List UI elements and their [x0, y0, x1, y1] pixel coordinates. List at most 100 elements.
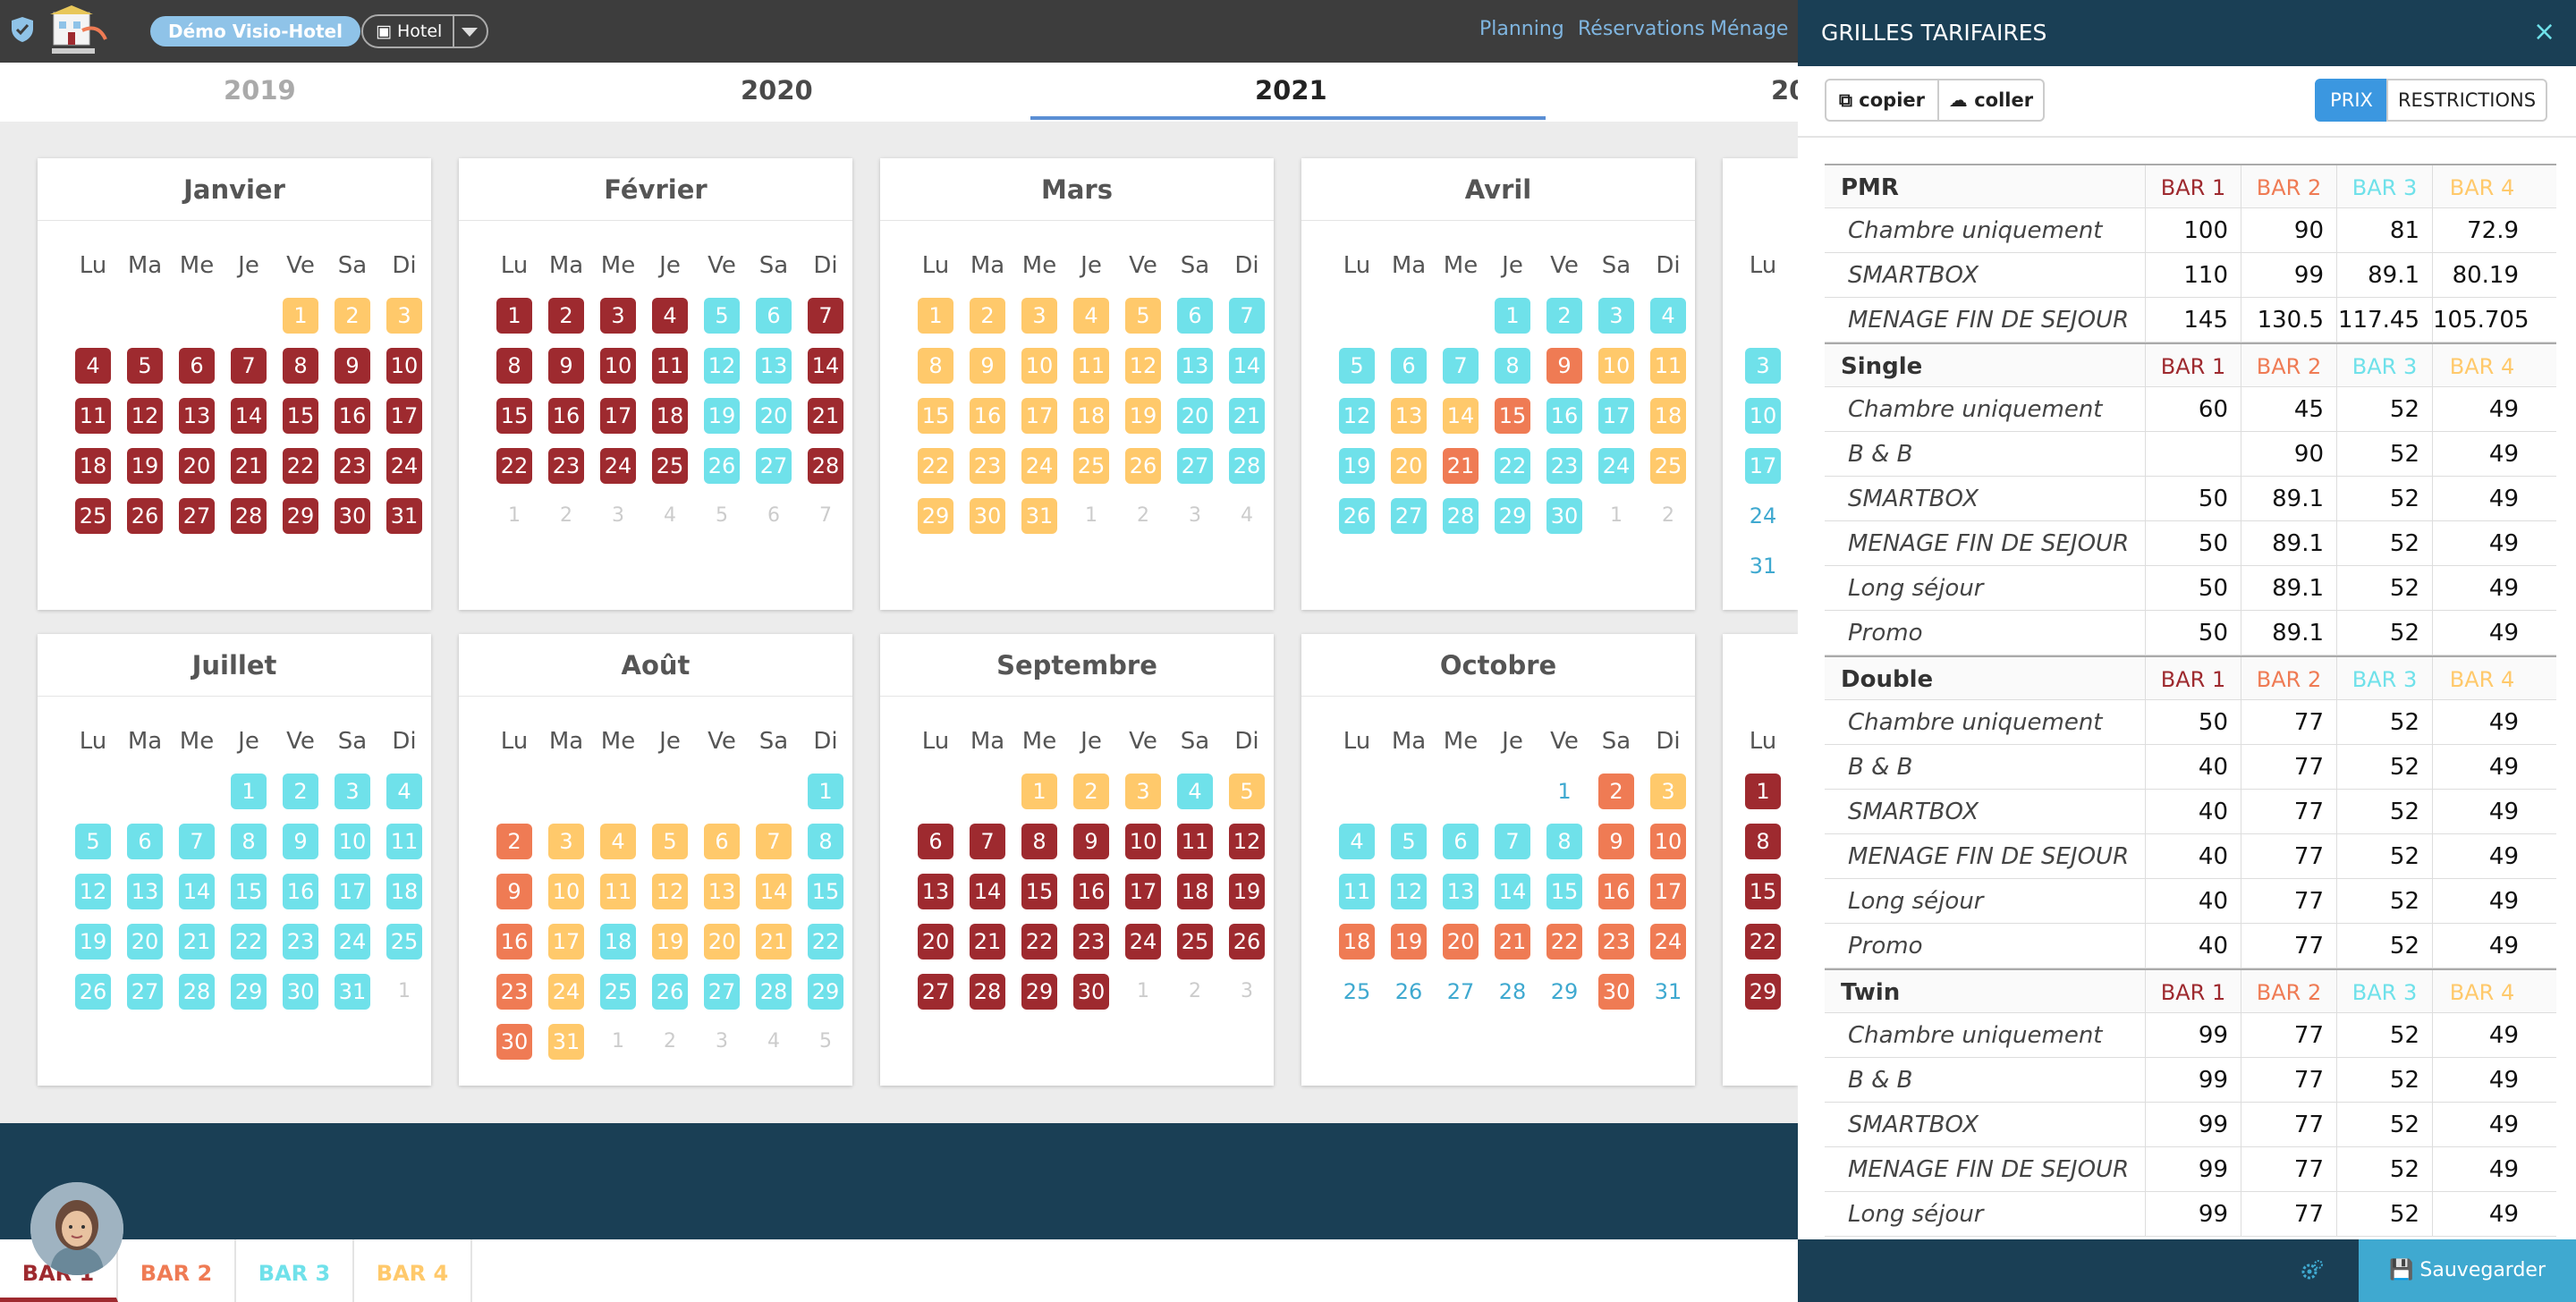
calendar-day[interactable]: 4 — [386, 774, 422, 809]
calendar-day[interactable]: 11 — [75, 398, 111, 434]
calendar-day[interactable]: 4 — [652, 298, 688, 334]
calendar-day[interactable]: 22 — [1021, 924, 1057, 960]
calendar-day[interactable]: 9 — [970, 348, 1005, 384]
hotel-dropdown[interactable]: ▣ Hotel — [361, 14, 488, 48]
calendar-day[interactable]: 29 — [283, 498, 318, 534]
year-tab-2021[interactable]: 2021 — [1255, 75, 1327, 106]
calendar-day[interactable]: 30 — [1546, 498, 1582, 534]
calendar-day[interactable]: 20 — [1177, 398, 1213, 434]
calendar-day[interactable]: 14 — [1229, 348, 1265, 384]
calendar-day[interactable]: 22 — [496, 448, 532, 484]
bar-tab-4[interactable]: BAR 4 — [354, 1239, 472, 1302]
calendar-day[interactable]: 25 — [386, 924, 422, 960]
rate-input-cell[interactable]: 49 — [2432, 745, 2531, 790]
calendar-day[interactable]: 11 — [652, 348, 688, 384]
calendar-day[interactable]: 18 — [386, 874, 422, 909]
calendar-day[interactable]: 31 — [1749, 554, 1777, 579]
calendar-day[interactable]: 18 — [652, 398, 688, 434]
rate-input-cell[interactable]: 89.1 — [2241, 611, 2336, 655]
rate-input-cell[interactable]: 52 — [2336, 1013, 2432, 1058]
calendar-day[interactable]: 17 — [1125, 874, 1161, 909]
calendar-day[interactable]: 3 — [716, 1030, 728, 1053]
calendar-day[interactable]: 18 — [1073, 398, 1109, 434]
rate-input-cell[interactable]: 105.705 — [2432, 298, 2531, 342]
calendar-day[interactable]: 7 — [1495, 824, 1530, 859]
rate-input-cell[interactable]: 49 — [2432, 1192, 2531, 1237]
rate-input-cell[interactable]: 50 — [2145, 700, 2241, 745]
calendar-day[interactable]: 29 — [1745, 974, 1781, 1010]
calendar-day[interactable]: 27 — [1446, 979, 1475, 1004]
rate-input-cell[interactable]: 52 — [2336, 790, 2432, 834]
calendar-day[interactable]: 30 — [283, 974, 318, 1010]
calendar-day[interactable]: 14 — [1495, 874, 1530, 909]
rate-input-cell[interactable]: 50 — [2145, 477, 2241, 521]
rate-input-cell[interactable]: 100 — [2145, 208, 2241, 253]
calendar-day[interactable]: 10 — [386, 348, 422, 384]
calendar-day[interactable]: 10 — [335, 824, 370, 859]
calendar-day[interactable]: 10 — [1021, 348, 1057, 384]
calendar-day[interactable]: 8 — [1546, 824, 1582, 859]
rate-input-cell[interactable]: 49 — [2432, 432, 2531, 477]
calendar-day[interactable]: 4 — [1241, 504, 1253, 527]
calendar-day[interactable]: 8 — [231, 824, 267, 859]
calendar-day[interactable]: 7 — [1443, 348, 1479, 384]
rate-input-cell[interactable]: 89.1 — [2241, 566, 2336, 611]
rate-input-cell[interactable]: 50 — [2145, 611, 2241, 655]
calendar-day[interactable]: 19 — [127, 448, 163, 484]
rate-input-cell[interactable]: 49 — [2432, 566, 2531, 611]
calendar-day[interactable]: 25 — [1343, 979, 1371, 1004]
calendar-day[interactable]: 21 — [1443, 448, 1479, 484]
calendar-day[interactable]: 20 — [1391, 448, 1427, 484]
calendar-day[interactable]: 16 — [548, 398, 584, 434]
calendar-day[interactable]: 5 — [716, 504, 728, 527]
calendar-day[interactable]: 4 — [767, 1030, 780, 1053]
gears-icon[interactable] — [2301, 1259, 2324, 1282]
calendar-day[interactable]: 2 — [970, 298, 1005, 334]
rate-input-cell[interactable]: 52 — [2336, 1103, 2432, 1147]
calendar-day[interactable]: 15 — [283, 398, 318, 434]
calendar-day[interactable]: 1 — [1745, 774, 1781, 809]
rate-input-cell[interactable]: 117.45 — [2336, 298, 2432, 342]
calendar-day[interactable]: 9 — [335, 348, 370, 384]
visio-hotel-logo[interactable] — [47, 4, 109, 57]
rate-input-cell[interactable]: 99 — [2145, 1103, 2241, 1147]
calendar-day[interactable]: 28 — [231, 498, 267, 534]
save-button[interactable]: 💾 Sauvegarder — [2359, 1239, 2576, 1302]
calendar-day[interactable]: 19 — [1391, 924, 1427, 960]
calendar-day[interactable]: 13 — [1443, 874, 1479, 909]
rate-input-cell[interactable]: 77 — [2241, 879, 2336, 924]
calendar-day[interactable]: 15 — [1546, 874, 1582, 909]
rate-input-cell[interactable]: 49 — [2432, 879, 2531, 924]
calendar-day[interactable]: 8 — [808, 824, 843, 859]
rate-input-cell[interactable]: 49 — [2432, 521, 2531, 566]
calendar-day[interactable]: 20 — [179, 448, 215, 484]
calendar-day[interactable]: 14 — [756, 874, 792, 909]
calendar-day[interactable]: 2 — [1137, 504, 1149, 527]
calendar-day[interactable]: 26 — [127, 498, 163, 534]
calendar-day[interactable]: 14 — [179, 874, 215, 909]
calendar-day[interactable]: 13 — [179, 398, 215, 434]
calendar-day[interactable]: 11 — [1339, 874, 1375, 909]
calendar-day[interactable]: 27 — [127, 974, 163, 1010]
rate-input-cell[interactable]: 52 — [2336, 387, 2432, 432]
calendar-day[interactable]: 6 — [127, 824, 163, 859]
calendar-day[interactable]: 17 — [1598, 398, 1634, 434]
calendar-day[interactable]: 8 — [918, 348, 953, 384]
calendar-day[interactable]: 15 — [231, 874, 267, 909]
calendar-day[interactable]: 6 — [1443, 824, 1479, 859]
calendar-day[interactable]: 3 — [1125, 774, 1161, 809]
calendar-day[interactable]: 15 — [1021, 874, 1057, 909]
calendar-day[interactable]: 18 — [1650, 398, 1686, 434]
calendar-day[interactable]: 28 — [808, 448, 843, 484]
calendar-day[interactable]: 18 — [75, 448, 111, 484]
calendar-day[interactable]: 26 — [652, 974, 688, 1010]
calendar-day[interactable]: 14 — [808, 348, 843, 384]
calendar-day[interactable]: 22 — [1745, 924, 1781, 960]
nav-menage[interactable]: Ménage — [1710, 18, 1789, 40]
calendar-day[interactable]: 1 — [918, 298, 953, 334]
calendar-day[interactable]: 4 — [75, 348, 111, 384]
calendar-day[interactable]: 12 — [1125, 348, 1161, 384]
calendar-day[interactable]: 24 — [1125, 924, 1161, 960]
calendar-day[interactable]: 29 — [1021, 974, 1057, 1010]
calendar-day[interactable]: 28 — [1443, 498, 1479, 534]
